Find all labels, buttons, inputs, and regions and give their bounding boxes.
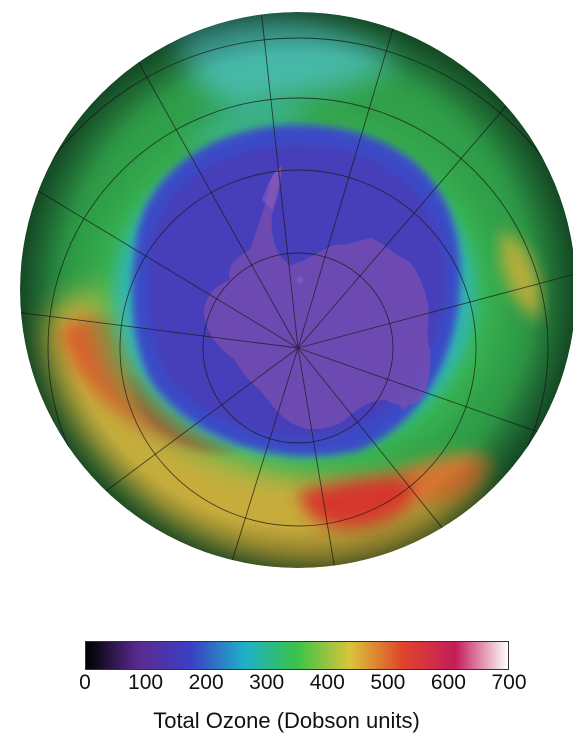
ozone-globe-map <box>20 12 573 568</box>
colorbar-tick-label: 0 <box>79 671 91 694</box>
colorbar-tick-label: 100 <box>128 671 164 694</box>
colorbar-tick-label: 700 <box>491 671 527 694</box>
colorbar-tick-label: 400 <box>309 671 345 694</box>
colorbar-ticks: 0 100 200 300 400 500 600 700 <box>79 670 526 694</box>
colorbar-tick-label: 600 <box>430 671 466 694</box>
colorbar-legend: 0 100 200 300 400 500 600 700 <box>79 641 527 694</box>
colorbar-tick-label: 300 <box>249 671 285 694</box>
colorbar-title: Total Ozone (Dobson units) <box>153 708 420 733</box>
colorbar-scale <box>85 641 509 670</box>
colorbar-tick-label: 200 <box>188 671 224 694</box>
colorbar-tick-label: 500 <box>370 671 406 694</box>
